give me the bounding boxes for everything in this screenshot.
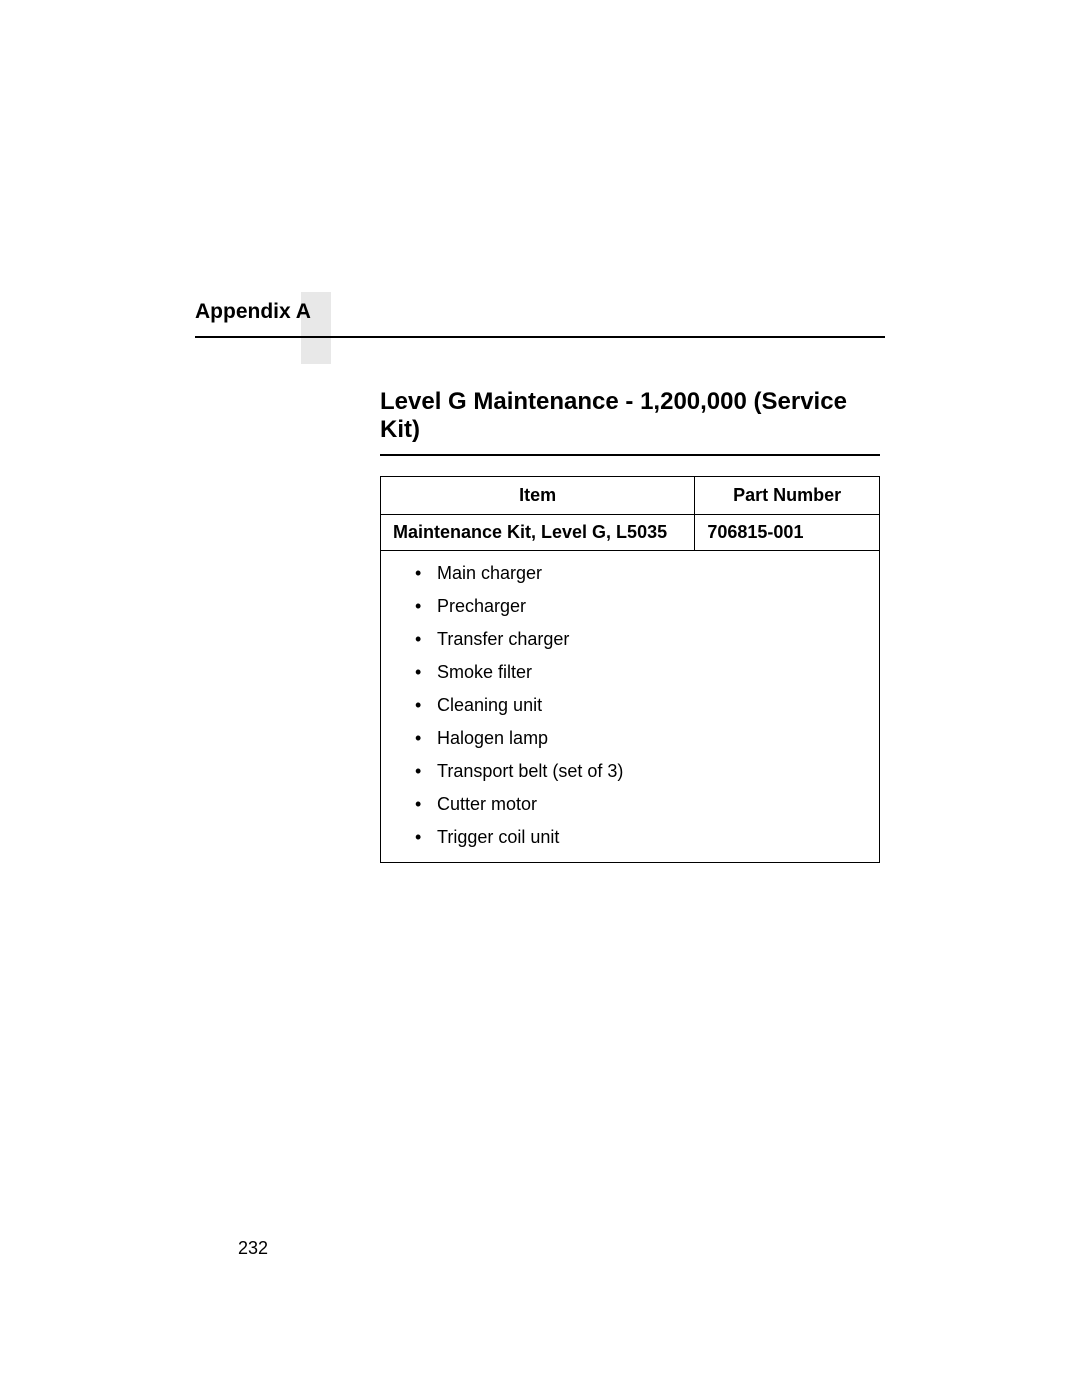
- section-title: Level G Maintenance - 1,200,000 (Service…: [380, 388, 880, 454]
- list-item: Halogen lamp: [415, 728, 867, 749]
- list-item: Main charger: [415, 563, 867, 584]
- kit-item-name: Maintenance Kit, Level G, L5035: [381, 515, 695, 551]
- header-item: Item: [381, 477, 695, 515]
- list-item: Cutter motor: [415, 794, 867, 815]
- list-item: Trigger coil unit: [415, 827, 867, 848]
- kit-part-number: 706815-001: [695, 515, 880, 551]
- list-item: Transfer charger: [415, 629, 867, 650]
- section-rule: [380, 454, 880, 456]
- list-item: Smoke filter: [415, 662, 867, 683]
- table-header-row: Item Part Number: [381, 477, 880, 515]
- table-row: Main charger Precharger Transfer charger Sm…: [381, 551, 880, 863]
- appendix-label: Appendix A: [195, 300, 885, 332]
- kit-contents-list: Main charger Precharger Transfer charger Sm…: [393, 563, 867, 848]
- list-item: Cleaning unit: [415, 695, 867, 716]
- table-row: Maintenance Kit, Level G, L5035 706815-0…: [381, 515, 880, 551]
- kit-contents-cell: Main charger Precharger Transfer charger Sm…: [381, 551, 880, 863]
- appendix-header: Appendix A: [195, 300, 885, 338]
- appendix-rule: [195, 336, 885, 338]
- header-part-number: Part Number: [695, 477, 880, 515]
- page-content: Appendix A Level G Maintenance - 1,200,0…: [195, 300, 885, 863]
- section-block: Level G Maintenance - 1,200,000 (Service…: [380, 388, 880, 863]
- list-item: Precharger: [415, 596, 867, 617]
- list-item: Transport belt (set of 3): [415, 761, 867, 782]
- kit-table: Item Part Number Maintenance Kit, Level …: [380, 476, 880, 863]
- page-number: 232: [238, 1238, 268, 1259]
